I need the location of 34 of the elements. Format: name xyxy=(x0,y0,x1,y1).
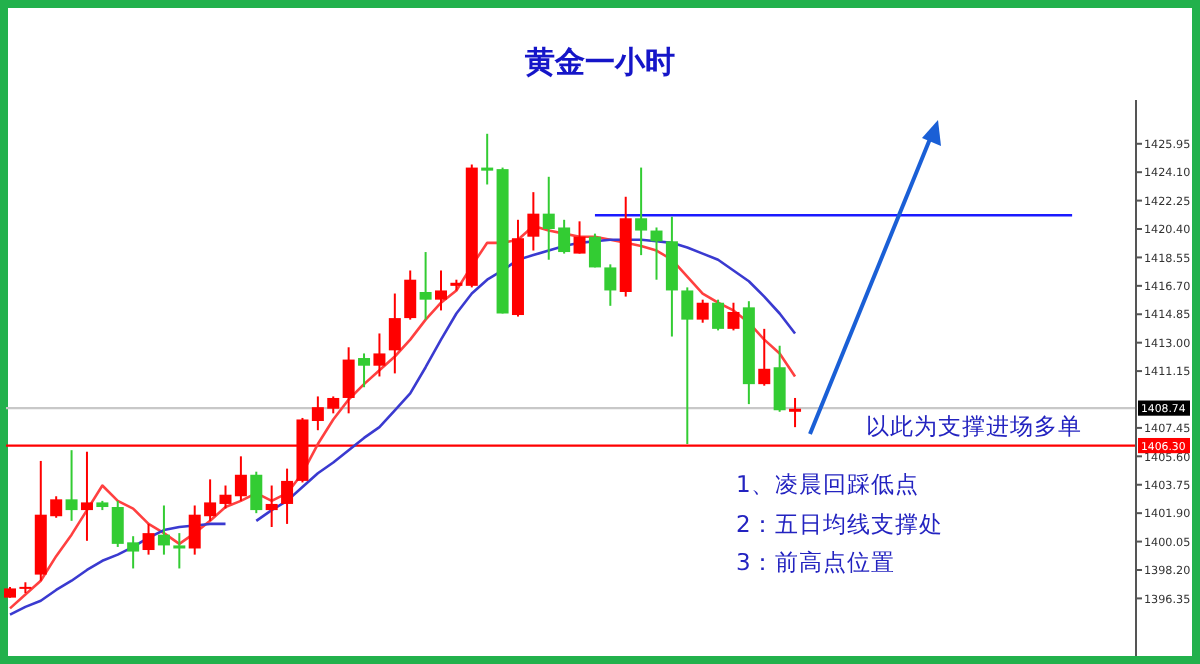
candlestick xyxy=(650,226,663,281)
annotation: 2：五日均线支撑处 xyxy=(736,510,943,538)
candlestick xyxy=(712,298,725,332)
candlestick xyxy=(588,232,601,269)
candlestick xyxy=(419,251,432,321)
candlestick xyxy=(388,292,401,375)
candlestick xyxy=(527,191,540,252)
candlestick xyxy=(758,327,771,387)
candlestick xyxy=(696,298,709,324)
candlestick xyxy=(265,484,278,528)
candlestick xyxy=(142,522,155,556)
candlestick xyxy=(573,220,586,255)
candlestick xyxy=(358,352,371,389)
candlestick xyxy=(342,346,355,415)
candlestick xyxy=(789,396,802,429)
candlestick xyxy=(404,269,417,321)
candlestick xyxy=(481,132,494,186)
annotation: 以此为支撑进场多单 xyxy=(866,412,1082,440)
annotation: 3：前高点位置 xyxy=(736,548,895,576)
chart-title: 黄金一小时 xyxy=(523,44,675,80)
candlestick xyxy=(635,166,648,257)
candlestick xyxy=(435,269,447,312)
candlestick xyxy=(727,301,740,332)
candlestick xyxy=(604,263,617,307)
candlestick xyxy=(373,332,386,378)
candlestick xyxy=(173,532,186,570)
candlestick xyxy=(773,344,786,413)
candlestick xyxy=(65,449,78,522)
candlestick xyxy=(281,467,294,525)
annotation: 1、凌晨回踩低点 xyxy=(736,470,919,498)
candlestick xyxy=(80,450,93,542)
candlestick xyxy=(157,504,170,556)
candlestick xyxy=(681,286,694,446)
candlestick xyxy=(250,470,263,515)
